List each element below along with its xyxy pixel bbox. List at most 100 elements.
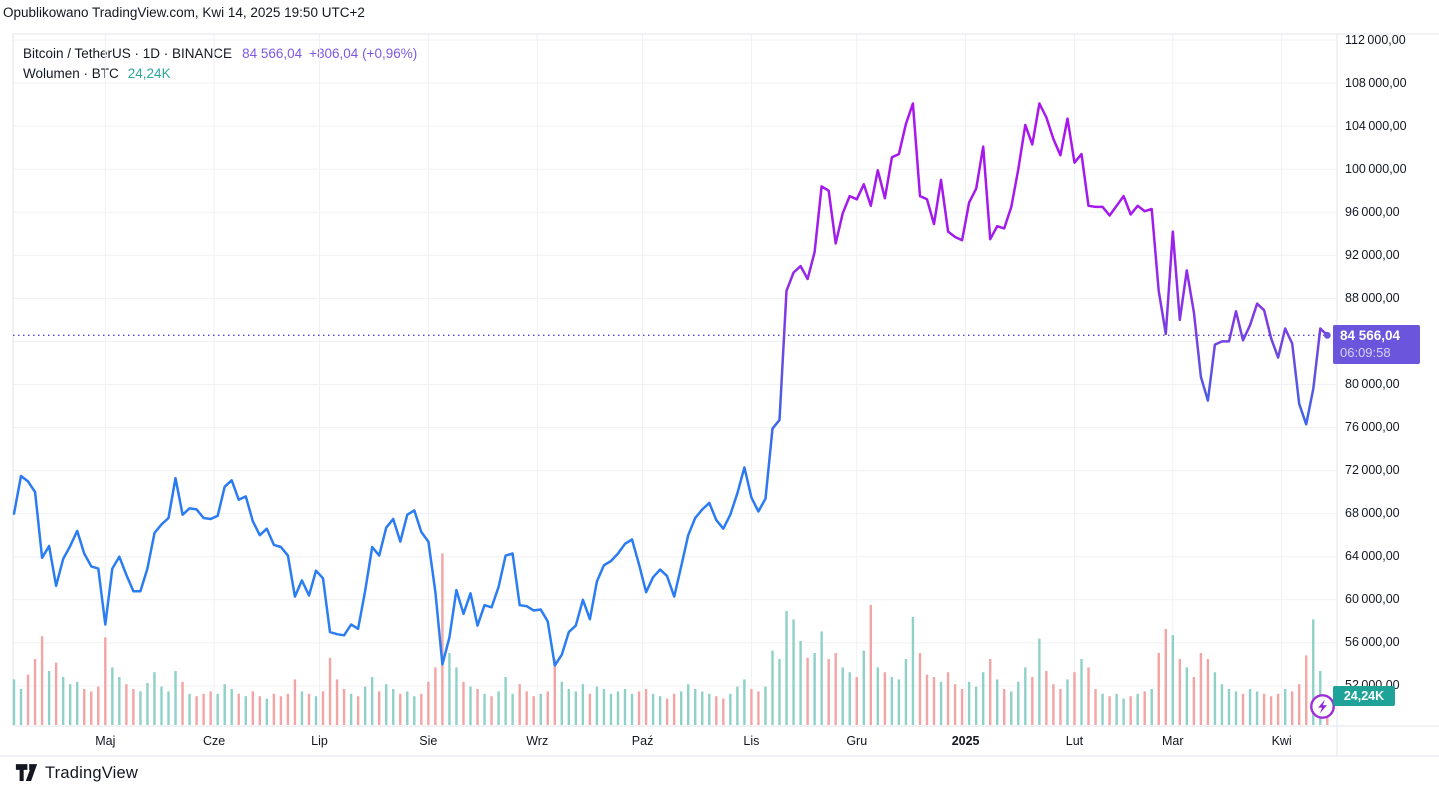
- volume-bar: [658, 696, 662, 725]
- volume-bar: [750, 689, 753, 725]
- legend-last-price: 84 566,04: [242, 46, 303, 61]
- volume-bar: [174, 671, 177, 725]
- volume-bar: [497, 691, 500, 725]
- volume-bar: [771, 650, 774, 725]
- volume-bar: [258, 696, 262, 725]
- last-volume-badge: 24,24K: [1333, 685, 1395, 706]
- volume-bar: [799, 641, 802, 725]
- volume-bar: [1248, 689, 1252, 725]
- realtime-lightning-icon: [1310, 694, 1335, 719]
- volume-bar: [609, 693, 613, 725]
- price-scale-label: 80 000,00: [1345, 376, 1400, 391]
- tradingview-attribution[interactable]: TradingView: [15, 763, 138, 783]
- volume-bar: [146, 683, 149, 725]
- volume-bar: [1206, 659, 1210, 725]
- volume-bar: [1017, 681, 1020, 725]
- volume-bar: [26, 674, 30, 725]
- volume-bar: [862, 650, 865, 725]
- price-scale-label: 64 000,00: [1345, 549, 1400, 564]
- volume-bar: [104, 637, 107, 725]
- volume-bar: [132, 689, 135, 725]
- volume-bar: [953, 684, 957, 725]
- volume-bar: [806, 657, 809, 725]
- price-scale-label: 76 000,00: [1345, 420, 1400, 435]
- volume-bar: [111, 667, 114, 725]
- volume-bar: [342, 689, 346, 725]
- volume-bar: [1213, 672, 1217, 725]
- volume-bar: [279, 696, 283, 725]
- volume-bar: [967, 681, 971, 725]
- volume-bar: [1045, 671, 1048, 725]
- volume-bar: [1178, 659, 1182, 725]
- volume-bar: [1115, 693, 1118, 725]
- volume-bar: [1059, 689, 1062, 725]
- volume-bar: [1234, 691, 1238, 725]
- volume-bar: [490, 696, 493, 725]
- volume-bar: [897, 679, 901, 725]
- volume-bar: [300, 691, 304, 725]
- volume-bar: [349, 693, 353, 725]
- volume-bar: [946, 672, 950, 725]
- price-scale-label: 72 000,00: [1345, 463, 1400, 478]
- volume-bar: [54, 662, 58, 725]
- volume-bar: [118, 677, 121, 725]
- volume-bar: [581, 684, 585, 725]
- volume-bar: [356, 696, 360, 725]
- volume-bar: [855, 677, 858, 725]
- volume-bar: [434, 667, 437, 725]
- volume-bar: [1136, 693, 1139, 725]
- volume-bar: [1143, 691, 1146, 725]
- time-scale-label: Lut: [1065, 734, 1084, 748]
- volume-bar: [511, 693, 514, 725]
- volume-bar: [974, 686, 978, 725]
- volume-bar: [1150, 689, 1153, 725]
- volume-bar: [1227, 689, 1231, 725]
- time-scale-label: Gru: [846, 734, 868, 748]
- volume-bar: [188, 693, 191, 725]
- volume-bar: [406, 691, 409, 725]
- volume-bar: [918, 653, 922, 725]
- volume-bar: [1185, 667, 1189, 725]
- time-scale-label: Lis: [743, 734, 760, 748]
- volume-bar: [1052, 684, 1055, 725]
- last-price-value: 84 566,04: [1340, 328, 1401, 344]
- tradingview-brand-text: TradingView: [45, 763, 138, 782]
- volume-bar: [1129, 696, 1132, 725]
- time-scale-label: Wrz: [526, 734, 549, 748]
- volume-bar: [61, 677, 65, 725]
- volume-bar: [687, 684, 690, 725]
- price-scale-label: 68 000,00: [1345, 506, 1400, 521]
- volume-bar: [1157, 653, 1160, 725]
- volume-bar: [476, 689, 479, 725]
- volume-bar: [125, 684, 128, 725]
- volume-bar: [462, 681, 465, 725]
- legend-volume-row: Wolumen · BTC 24,24K: [23, 64, 417, 84]
- volume-bar: [841, 667, 844, 725]
- volume-bar: [1073, 672, 1076, 725]
- volume-bar: [1087, 667, 1090, 725]
- volume-bar: [216, 693, 219, 725]
- volume-bar: [209, 691, 212, 725]
- volume-bar: [743, 679, 746, 725]
- volume-bar: [455, 667, 458, 725]
- volume-bar: [1220, 684, 1224, 725]
- volume-bar: [834, 653, 837, 725]
- price-scale-label: 96 000,00: [1345, 204, 1400, 219]
- volume-bar: [1305, 655, 1308, 725]
- volume-bar: [1290, 691, 1294, 725]
- volume-bar: [792, 619, 795, 725]
- volume-bar: [83, 689, 86, 725]
- volume-bar: [420, 693, 423, 725]
- time-scale-label: Sie: [419, 734, 438, 748]
- volume-bar: [504, 677, 507, 725]
- volume-bar: [883, 672, 887, 725]
- volume-bar: [19, 689, 23, 725]
- volume-bar: [230, 689, 233, 725]
- price-line-series: [12, 102, 1329, 667]
- volume-bar: [623, 689, 627, 725]
- volume-bar: [694, 689, 697, 725]
- time-scale-label: Kwi: [1271, 734, 1292, 748]
- volume-bar: [265, 698, 269, 725]
- volume-bar: [904, 659, 908, 725]
